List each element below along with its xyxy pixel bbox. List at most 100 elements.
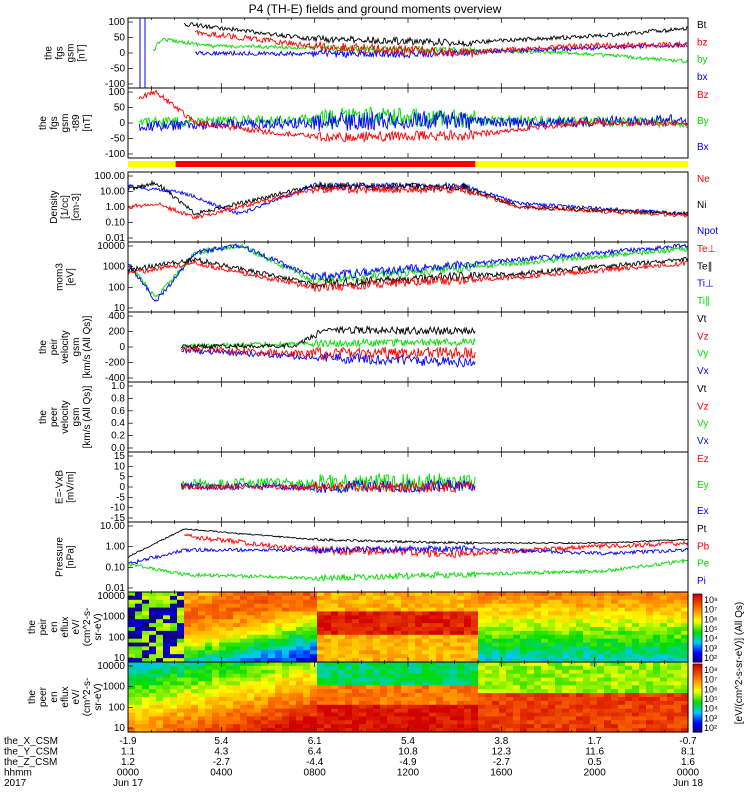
axis-value: 1.2 [121,757,135,768]
y-tick-label: 10 [114,303,126,314]
axis-value: 0000 [117,768,140,779]
y-tick-label: 10000 [97,241,125,252]
series-vz-line [181,344,476,362]
y-axis-label: [nPa] [66,545,77,569]
series-ne-line [127,184,689,221]
y-tick-label: 1000 [103,612,126,623]
legend-ne: Ne [697,174,710,185]
y-tick-label: 0.01 [106,583,126,594]
axis-row-label: the_Z_CSM [4,757,57,768]
panel-frame [127,381,689,453]
y-tick-label: 0 [119,48,125,59]
y-axis-label: gsm [71,408,82,427]
y-axis-label: the [38,410,49,424]
y-axis-label: (cm^2-s- [82,678,93,717]
legend-vt: Vt [697,314,707,325]
y-axis-label: eflux [60,616,71,637]
y-axis-label: velocity [60,330,71,363]
axis-value: 1200 [397,768,420,779]
y-tick-label: 0.01 [106,233,126,244]
axis-value: 4.3 [214,747,228,758]
colorbar [692,593,703,663]
y-axis-label: en [49,621,60,632]
legend-vy: Vy [697,419,708,430]
legend-npot: Npot [697,226,718,237]
series-Bz-line [138,89,688,143]
legend-vz: Vz [697,401,709,412]
axis-value: 11.6 [585,747,604,758]
colorbar-tick: 10⁵ [704,694,718,704]
axis-value: 10.8 [398,747,418,758]
legend-te⊥: Te⊥ [697,244,716,255]
axis-value: 0000 [677,768,700,779]
series-ex-line [180,478,476,495]
axis-value: 6.4 [308,747,322,758]
axis-value: 2000 [584,768,607,779]
y-axis-label: Pressure [55,537,66,577]
legend-by: By [697,116,709,127]
y-tick-label: 0.0 [111,443,125,454]
y-tick-label: 100 [108,702,125,713]
y-tick-label: 100 [108,17,125,28]
y-axis-label: gsm [66,44,77,63]
axis-value: -4.9 [399,757,417,768]
axis-value: -4.4 [306,757,324,768]
y-axis-label: -t89 [71,114,82,132]
y-axis-label: eV/ [71,689,82,704]
y-axis-label: [nT] [82,114,93,131]
y-axis-label: the [44,46,55,60]
y-tick-label: 0 [119,342,125,353]
legend-vy: Vy [697,349,708,360]
y-tick-label: -50 [111,64,126,75]
legend-ez: Ez [697,454,709,465]
series-pt-line [128,528,689,558]
y-axis-label: the [27,690,38,704]
y-tick-label: -200 [105,358,125,369]
axis-row-label: the_Y_CSM [4,747,58,758]
y-axis-label: Density [49,190,60,223]
series-pe-line [127,558,689,582]
y-tick-label: 10 [114,461,126,472]
y-tick-label: 0.10 [106,562,126,573]
y-axis-label: gsm [60,114,71,133]
series-bz-line [194,29,688,58]
colorbar-label: [eV/(cm^2-s-sr-eV)] (All Qs) [734,602,745,724]
y-tick-label: -100 [105,79,125,90]
y-axis-label: [eV] [66,268,77,286]
axis-row-label: hhmm [4,768,32,779]
axis-value: 1.6 [681,757,695,768]
series-vt-line [180,324,476,350]
axis-value: 1600 [490,768,513,779]
y-tick-label: 50 [114,103,126,114]
y-tick-label: 1.00 [106,202,126,213]
y-tick-label: 10.00 [100,521,125,532]
colorbar-tick: 10⁷ [704,675,717,685]
axis-value: 5.4 [401,736,415,747]
y-tick-label: 10 [114,723,126,734]
y-tick-label: -50 [111,134,126,145]
colorbar-frame [692,663,703,733]
axis-value: 8.1 [681,747,695,758]
colorbar-tick: 10⁷ [704,605,717,615]
colorbar [692,663,703,733]
axis-value: -1.9 [119,736,137,747]
colorbar-tick: 10² [704,723,717,733]
legend-ti∥: Ti∥ [697,296,710,307]
y-tick-label: 200 [108,327,125,338]
y-tick-label: 0.4 [111,418,125,429]
axis-value: Jun 18 [673,778,703,789]
y-axis-label: the [38,340,49,354]
colorbar-tick: 10³ [704,713,717,723]
y-tick-label: 100 [108,87,125,98]
y-axis-label: (cm^2-s- [82,608,93,647]
y-tick-label: 10.00 [100,187,125,198]
y-tick-label: 5 [119,472,125,483]
legend-ey: Ey [697,480,709,491]
y-axis-label: E=-VxB [55,470,66,505]
y-axis-label: fgs [55,46,66,59]
series-By-line [138,106,688,129]
legend-pt: Pt [697,524,707,535]
y-tick-label: 400 [108,311,125,322]
peir-spectrogram [128,592,689,663]
